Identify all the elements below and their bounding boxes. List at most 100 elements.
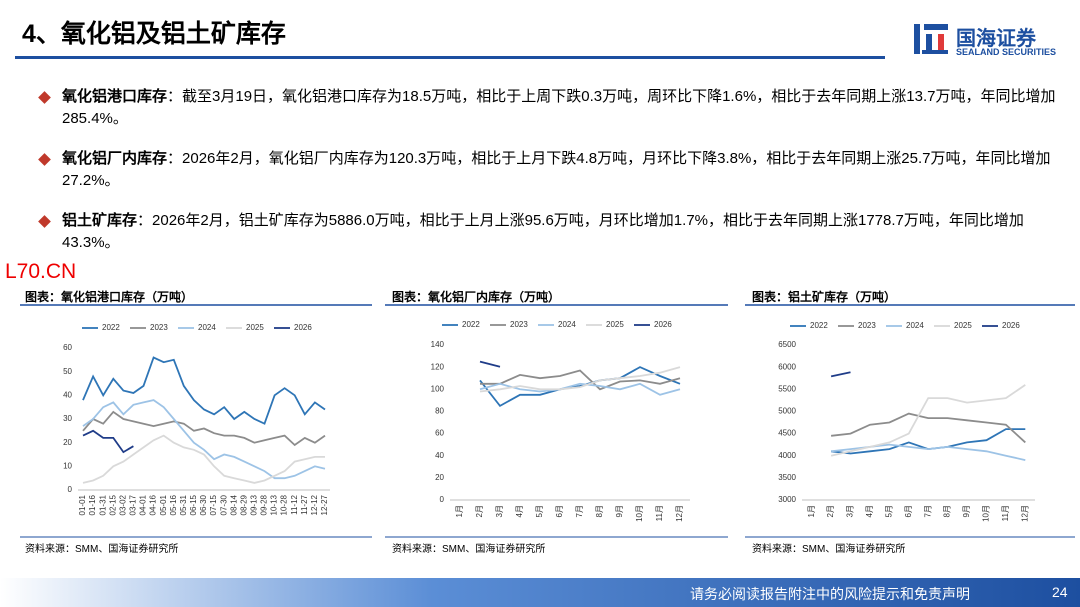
x-tick-label: 10-28 [280,494,289,515]
y-tick-label: 120 [431,362,445,371]
x-tick-label: 01-16 [88,494,97,515]
footer: 请务必阅读报告附注中的风险提示和免责声明 24 [0,578,1080,607]
x-tick-label: 2月 [826,505,835,517]
y-tick-label: 4500 [778,429,796,438]
y-tick-label: 0 [68,485,73,494]
logo-en: SEALAND SECURITIES [956,47,1057,57]
x-tick-label: 02-15 [108,494,117,515]
legend-label: 2024 [906,321,924,330]
y-tick-label: 100 [431,384,445,393]
series-line [480,369,681,391]
x-tick-label: 03-17 [129,494,138,515]
x-tick-label: 07-15 [209,494,218,515]
series-line [479,366,681,393]
series-line [479,366,681,408]
logo-cn: 国海证券 [956,28,1036,50]
x-tick-label: 03-02 [118,494,127,515]
x-tick-label: 1月 [455,505,464,517]
chart-title: 图表：氧化铝港口库存（万吨） [25,290,194,304]
title-rule [15,56,885,59]
legend-label: 2024 [198,323,216,332]
disclaimer: 请务必阅读报告附注中的风险提示和免责声明 [690,586,970,602]
y-tick-label: 20 [435,473,444,482]
legend-label: 2023 [858,321,876,330]
y-tick-label: 40 [435,451,444,460]
series-line [82,434,325,484]
x-tick-label: 08-29 [239,494,248,515]
chart-source: 资料来源：SMM、国海证券研究所 [392,544,546,555]
legend-label: 2026 [294,323,312,332]
bullets: 氧化铝港口库存：截至3月19日，氧化铝港口库存为18.5万吨，相比于上周下跌0.… [38,86,1058,272]
series-line [82,410,326,447]
legend-label: 2022 [462,320,480,329]
x-tick-label: 12月 [1020,505,1029,522]
x-tick-label: 7月 [575,505,584,517]
y-tick-label: 3000 [778,495,796,504]
x-tick-label: 10-13 [270,494,279,515]
x-tick-label: 5月 [884,505,893,517]
bullet-text: ：截至3月19日，氧化铝港口库存为18.5万吨，相比于上周下跌0.3万吨，周环比… [62,88,1056,127]
x-tick-label: 04-16 [149,494,158,515]
x-tick-label: 8月 [943,505,952,517]
chart-source: 资料来源：SMM、国海证券研究所 [752,544,906,555]
x-tick-label: 01-01 [78,494,87,515]
legend-label: 2023 [510,320,528,329]
series-line [82,356,326,425]
chart-title: 图表：铝土矿库存（万吨） [752,290,897,304]
y-tick-label: 80 [435,407,444,416]
x-tick-label: 12-12 [310,494,319,515]
x-tick-label: 4月 [515,505,524,517]
bullet-label: 氧化铝厂内库存 [62,150,168,167]
page-number: 24 [1052,584,1068,600]
x-tick-label: 05-16 [169,494,178,515]
x-tick-label: 01-31 [98,494,107,515]
bullet-text: ：2026年2月，氧化铝厂内库存为120.3万吨，相比于上月下跌4.8万吨，月环… [62,150,1051,189]
y-tick-label: 6500 [778,340,796,349]
x-tick-label: 11月 [655,505,664,521]
bullet: 铝土矿库存：2026年2月，铝土矿库存为5886.0万吨，相比于上月上涨95.6… [38,210,1058,254]
legend-label: 2026 [654,320,672,329]
x-tick-label: 11-27 [300,494,309,514]
series-line [82,429,134,454]
x-tick-label: 2月 [475,505,484,517]
series-line [82,399,326,480]
x-tick-label: 08-14 [229,494,238,515]
legend-label: 2026 [1002,321,1020,330]
x-tick-label: 07-30 [219,494,228,515]
legend-label: 2025 [246,323,264,332]
x-tick-label: 3月 [495,505,504,517]
x-tick-label: 6月 [555,505,564,517]
y-tick-label: 140 [431,340,445,349]
x-tick-label: 3月 [846,505,855,517]
y-tick-label: 60 [435,429,444,438]
x-tick-label: 9月 [962,505,971,517]
x-tick-label: 09-13 [250,494,259,515]
x-tick-label: 04-01 [139,494,148,515]
y-tick-label: 40 [63,390,72,399]
bullet-label: 氧化铝港口库存 [62,88,168,105]
x-tick-label: 11-12 [290,494,299,514]
legend-label: 2022 [810,321,828,330]
x-tick-label: 4月 [865,505,874,517]
chart-source: 资料来源：SMM、国海证券研究所 [25,544,179,555]
x-tick-label: 11月 [1001,505,1010,521]
slide-title: 4、氧化铝及铝土矿库存 [22,20,286,48]
x-tick-label: 06-30 [199,494,208,515]
x-tick-label: 6月 [904,505,913,517]
y-tick-label: 4000 [778,451,796,460]
x-tick-label: 06-15 [189,494,198,515]
x-tick-label: 8月 [595,505,604,517]
logo-mark [914,24,948,54]
logo: 国海证券 SEALAND SECURITIES [912,20,1062,60]
series-line [830,371,851,378]
x-tick-label: 7月 [923,505,932,517]
bullet: 氧化铝港口库存：截至3月19日，氧化铝港口库存为18.5万吨，相比于上周下跌0.… [38,86,1058,130]
bullet-label: 铝土矿库存 [62,212,138,229]
y-tick-label: 6000 [778,362,796,371]
x-tick-label: 10月 [635,505,644,522]
y-tick-label: 20 [63,438,72,447]
x-tick-label: 09-28 [260,494,269,515]
legend-label: 2025 [954,321,972,330]
